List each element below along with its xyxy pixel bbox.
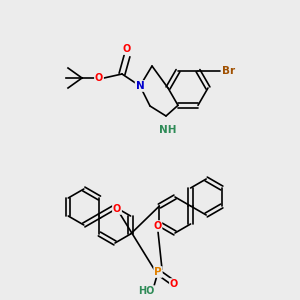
- Text: O: O: [170, 279, 178, 289]
- Text: O: O: [95, 73, 103, 83]
- Text: Br: Br: [222, 66, 236, 76]
- Text: NH: NH: [159, 125, 177, 135]
- Text: HO: HO: [138, 286, 154, 296]
- Text: O: O: [153, 221, 161, 231]
- Text: P: P: [154, 267, 162, 277]
- Text: O: O: [113, 204, 121, 214]
- Text: O: O: [123, 44, 131, 54]
- Text: N: N: [136, 81, 144, 91]
